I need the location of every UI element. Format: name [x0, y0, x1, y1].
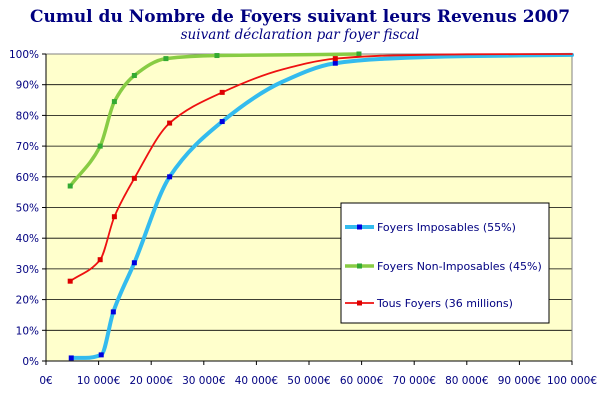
x-tick-label: 20 000€: [129, 375, 172, 387]
data-point-marker: [167, 174, 173, 180]
series-3: [67, 53, 573, 284]
x-tick-label: 10 000€: [77, 375, 120, 387]
data-point-marker: [219, 89, 225, 95]
x-tick-label: 80 000€: [445, 375, 488, 387]
data-point-marker: [111, 99, 117, 105]
data-point-marker: [67, 183, 73, 189]
legend-swatch-marker: [357, 224, 362, 230]
series-2: [67, 51, 362, 189]
y-tick-label: 30%: [16, 264, 39, 276]
legend-item: Foyers Imposables (55%): [345, 221, 516, 234]
data-point-marker: [110, 309, 116, 315]
legend: Foyers Imposables (55%) Foyers Non-Imposa…: [340, 202, 550, 324]
y-tick-label: 80%: [16, 110, 39, 122]
x-tick-label: 30 000€: [182, 375, 225, 387]
legend-swatch-marker: [357, 300, 362, 306]
data-point-marker: [131, 72, 137, 78]
legend-swatch-marker: [357, 263, 362, 269]
axes: 0% 10% 20% 30% 40% 50% 60% 70% 80% 90% 100% 0€ 10 00…: [9, 49, 597, 387]
data-point-marker: [111, 214, 117, 220]
data-point-marker: [97, 257, 103, 263]
legend-label: Tous Foyers (36 millions): [376, 297, 513, 310]
chart-subtitle: suivant déclaration par foyer fiscal: [181, 27, 420, 43]
data-point-marker: [163, 56, 169, 62]
series-line: [69, 53, 573, 283]
x-tick-label: 70 000€: [392, 375, 435, 387]
y-tick-label: 100%: [9, 49, 39, 61]
y-tick-label: 0%: [22, 356, 39, 368]
series-layer: [67, 51, 574, 361]
y-tick-label: 20%: [16, 295, 39, 307]
legend-label: Foyers Imposables (55%): [377, 221, 516, 234]
data-point-marker: [97, 143, 103, 149]
x-tick-label: 60 000€: [340, 375, 383, 387]
data-point-marker: [131, 260, 137, 266]
series-line: [68, 52, 361, 188]
y-tick-label: 70%: [16, 141, 39, 153]
data-point-marker: [68, 355, 74, 361]
data-point-marker: [167, 120, 173, 126]
y-tick-label: 50%: [16, 203, 39, 215]
data-point-marker: [98, 352, 104, 358]
data-point-marker: [214, 53, 220, 59]
x-tick-label: 90 000€: [498, 375, 541, 387]
y-tick-label: 40%: [16, 233, 39, 245]
series-1: [68, 52, 574, 361]
data-point-marker: [219, 119, 225, 125]
x-tick-label: 40 000€: [235, 375, 278, 387]
data-point-marker: [332, 60, 338, 66]
chart-title: Cumul du Nombre de Foyers suivant leurs …: [30, 7, 570, 27]
y-tick-label: 10%: [16, 325, 39, 337]
y-tick-label: 90%: [16, 80, 39, 92]
data-point-marker: [356, 51, 362, 57]
legend-item: Foyers Non-Imposables (45%): [345, 260, 542, 273]
data-point-marker: [67, 278, 73, 284]
data-point-marker: [332, 56, 338, 62]
legend-box: [340, 202, 550, 324]
legend-item: Tous Foyers (36 millions): [345, 297, 513, 310]
x-tick-label: 50 000€: [287, 375, 330, 387]
legend-label: Foyers Non-Imposables (45%): [377, 260, 542, 273]
x-tick-label: 0€: [39, 375, 52, 387]
x-tick-label: 100 000€: [547, 375, 597, 387]
data-point-marker: [131, 175, 137, 181]
y-tick-label: 60%: [16, 172, 39, 184]
